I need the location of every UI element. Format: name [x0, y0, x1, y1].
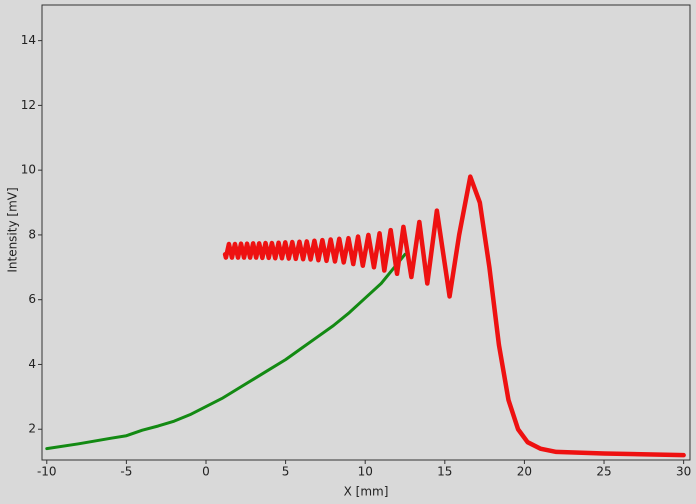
y-tick-label: 12 [21, 98, 36, 112]
x-tick-label: 15 [437, 465, 452, 479]
x-tick-label: 10 [358, 465, 373, 479]
y-axis-label: Intensity [mV] [6, 187, 20, 272]
line-series [222, 174, 686, 458]
y-tick-label: 4 [28, 357, 36, 371]
y-tick-label: 8 [28, 227, 36, 241]
x-tick-label: -5 [120, 465, 132, 479]
x-tick-label: 25 [596, 465, 611, 479]
x-tick-label: -10 [37, 465, 57, 479]
y-tick-label: 14 [21, 33, 36, 47]
x-tick-label: 20 [517, 465, 532, 479]
x-axis-label: X [mm] [344, 485, 389, 499]
plot-frame [41, 4, 691, 461]
y-tick-label: 10 [21, 163, 36, 177]
x-tick-label: 30 [676, 465, 691, 479]
line-series [45, 252, 407, 451]
x-tick-label: 5 [282, 465, 290, 479]
x-tick-label: 0 [202, 465, 210, 479]
y-tick-label: 2 [28, 422, 36, 436]
y-tick-label: 6 [28, 292, 36, 306]
